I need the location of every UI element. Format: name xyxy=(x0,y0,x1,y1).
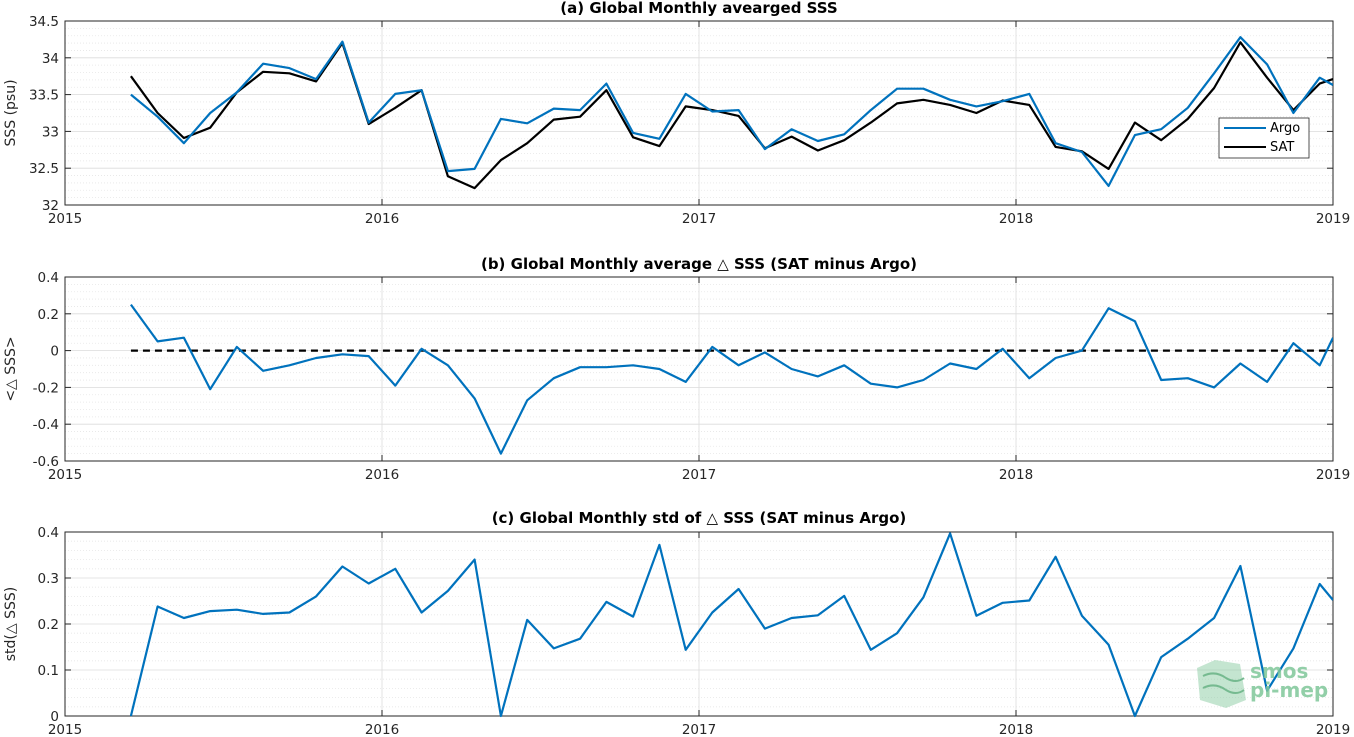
panel-b-lines xyxy=(130,303,1333,455)
panel-c-x-tick-label: 2017 xyxy=(682,722,716,737)
panel-c-y-tick-label: 0.4 xyxy=(38,525,59,541)
panel-c-x-tick-label: 2019 xyxy=(1316,722,1350,737)
panel-b-y-tick-label: -0.4 xyxy=(33,417,59,433)
panel-b-title: (b) Global Monthly average △ SSS (SAT mi… xyxy=(481,255,917,273)
panel-c-x-tick-label: 2016 xyxy=(365,722,399,737)
panel-a-y-tick-label: 32 xyxy=(42,198,59,214)
panel-c-series-line-0 xyxy=(129,532,1333,718)
panel-b-series-line-0 xyxy=(130,303,1333,455)
logo-text-smos: smos xyxy=(1250,659,1308,683)
logo-text-pimep: pi-mep xyxy=(1250,678,1328,702)
legend-argo-label: Argo xyxy=(1270,121,1300,136)
panel-a-ticks: 32 32.5 33 33.5 34 34.5 2015 2016 2017 2018 2019 xyxy=(29,14,1350,227)
panel-c-title: (c) Global Monthly std of △ SSS (SAT min… xyxy=(492,509,907,527)
logo-mark-icon xyxy=(1197,660,1246,708)
panel-c-y-tick-label: 0.3 xyxy=(38,571,59,587)
legend-sat-label: SAT xyxy=(1270,140,1294,155)
panel-b-x-tick-label: 2016 xyxy=(365,467,399,483)
panel-a-x-tick-label: 2019 xyxy=(1316,211,1350,227)
panel-a-series-line-argo xyxy=(130,36,1333,187)
panel-c-x-tick-label: 2018 xyxy=(999,722,1033,737)
panel-b-y-tick-label: 0.4 xyxy=(38,270,59,286)
panel-a-y-tick-label: 33 xyxy=(42,124,59,140)
smos-pimep-logo: smos pi-mep xyxy=(1197,659,1328,708)
panel-c-y-tick-label: 0.2 xyxy=(38,617,59,633)
panel-a-y-tick-label: 33.5 xyxy=(29,88,59,104)
legend-box xyxy=(1218,117,1310,159)
panel-c-lines xyxy=(129,532,1333,718)
panel-a-y-tick-label: 32.5 xyxy=(29,161,59,177)
panel-b-ticks: -0.6 -0.4 -0.2 0 0.2 0.4 2015 2016 2017 2018 2019 xyxy=(33,270,1351,483)
panel-c-x-tick-label: 2015 xyxy=(48,722,82,737)
panel-a-x-tick-label: 2016 xyxy=(365,211,399,227)
panel-a-lines xyxy=(130,36,1333,190)
panel-b-y-tick-label: -0.2 xyxy=(33,380,59,396)
panel-a-y-tick-label: 34 xyxy=(42,51,59,67)
panel-a-x-tick-label: 2018 xyxy=(999,211,1033,227)
panel-c-ylabel: std(△ SSS) xyxy=(3,587,19,661)
panel-b-ylabel: <△ SSS> xyxy=(3,336,19,401)
panel-c: 0 0.1 0.2 0.3 0.4 2015 2016 2017 2018 2019 (c) Gl… xyxy=(3,509,1350,737)
logo-wave-2-icon xyxy=(1202,684,1245,694)
panel-b-x-tick-label: 2018 xyxy=(999,467,1033,483)
panel-b-y-tick-label: -0.6 xyxy=(33,454,59,470)
panel-a-x-tick-label: 2017 xyxy=(682,211,716,227)
panel-c-y-tick-label: 0.1 xyxy=(38,663,59,679)
panel-a-title: (a) Global Monthly avearged SSS xyxy=(560,0,837,17)
panel-b-x-tick-label: 2017 xyxy=(682,467,716,483)
panel-a-y-tick-label: 34.5 xyxy=(29,14,59,30)
panel-a: 32 32.5 33 33.5 34 34.5 2015 2016 2017 2018 2019 (… xyxy=(3,0,1350,227)
panel-b-x-tick-label: 2019 xyxy=(1316,467,1350,483)
panel-a-x-tick-label: 2015 xyxy=(48,211,82,227)
panel-b-y-tick-label: 0 xyxy=(50,344,59,360)
panel-c-ticks: 0 0.1 0.2 0.3 0.4 2015 2016 2017 2018 2019 xyxy=(38,525,1351,737)
panel-b-x-tick-label: 2015 xyxy=(48,467,82,483)
panel-c-y-tick-label: 0 xyxy=(50,709,59,725)
panel-b-y-tick-label: 0.2 xyxy=(38,307,59,323)
logo-wave-icon xyxy=(1202,672,1245,682)
panel-a-ylabel: SSS (psu) xyxy=(3,79,19,146)
panel-a-legend: Argo SAT xyxy=(1218,117,1310,159)
